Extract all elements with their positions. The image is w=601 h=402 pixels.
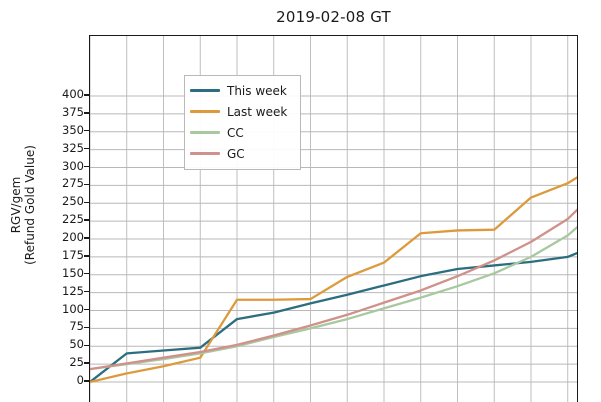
y-tick-label: 0 (76, 373, 84, 387)
y-tick-label: 350 (62, 122, 84, 137)
series-line-this-week (90, 251, 577, 384)
y-tick-label: 50 (69, 337, 84, 352)
y-tick-mark (84, 255, 89, 257)
y-tick-mark (84, 273, 89, 275)
y-tick-mark (84, 165, 89, 168)
y-tick-mark (84, 326, 89, 329)
legend-label: This week (227, 83, 287, 98)
grid-lines (90, 36, 577, 402)
y-tick-mark (84, 380, 89, 382)
y-axis-label: RGV/gem (Refund Gold Value) (9, 145, 37, 265)
legend-label: GC (227, 146, 245, 161)
chart-title: 2019-02-08 GT (276, 8, 391, 26)
series-line-gc (90, 208, 577, 371)
y-tick-label: 100 (62, 301, 84, 316)
y-tick-label: 25 (69, 355, 84, 370)
legend-label: CC (227, 125, 244, 140)
y-tick-label: 200 (62, 230, 84, 244)
y-tick-label: 150 (62, 265, 84, 280)
y-tick-mark (84, 112, 89, 114)
y-tick-mark (84, 362, 89, 364)
y-tick-label: 375 (62, 104, 84, 119)
legend-color-swatch (190, 131, 220, 134)
y-tick-label: 225 (62, 212, 84, 227)
chart-legend[interactable]: This week Last week CC GC (184, 75, 301, 170)
legend-item-cc[interactable]: CC (190, 122, 295, 143)
y-tick-label: 275 (62, 176, 84, 191)
legend-color-swatch (190, 110, 220, 113)
series-lines (90, 176, 577, 384)
y-tick-label: 300 (62, 158, 84, 173)
y-tick-label: 250 (62, 194, 84, 209)
y-tick-mark (84, 219, 89, 221)
y-tick-mark (84, 237, 89, 239)
y-tick-label: 325 (62, 140, 84, 155)
y-tick-label: 400 (62, 87, 84, 101)
series-line-cc (90, 225, 577, 371)
legend-color-swatch (190, 152, 220, 155)
legend-item-last-week[interactable]: Last week (190, 101, 295, 122)
y-tick-mark (84, 344, 89, 346)
legend-item-this-week[interactable]: This week (190, 80, 295, 101)
y-tick-label: 175 (62, 247, 84, 262)
y-tick-mark (84, 290, 89, 293)
y-tick-mark (84, 147, 89, 150)
y-tick-mark (84, 308, 89, 311)
plot-area: This week Last week CC GC (89, 35, 578, 402)
legend-label: Last week (227, 104, 288, 119)
series-line-last-week (90, 176, 577, 384)
y-tick-label: 125 (62, 283, 84, 298)
legend-item-gc[interactable]: GC (190, 143, 295, 164)
y-axis-tick-labels: 0 25 50 75 100 125 150 175 200 225 250 275 300 325 350… (42, 0, 84, 402)
y-tick-mark (84, 201, 89, 203)
y-tick-label: 75 (69, 319, 84, 334)
y-tick-mark (84, 94, 89, 96)
legend-color-swatch (190, 89, 220, 92)
y-tick-mark (84, 183, 89, 186)
y-tick-mark (84, 130, 89, 132)
